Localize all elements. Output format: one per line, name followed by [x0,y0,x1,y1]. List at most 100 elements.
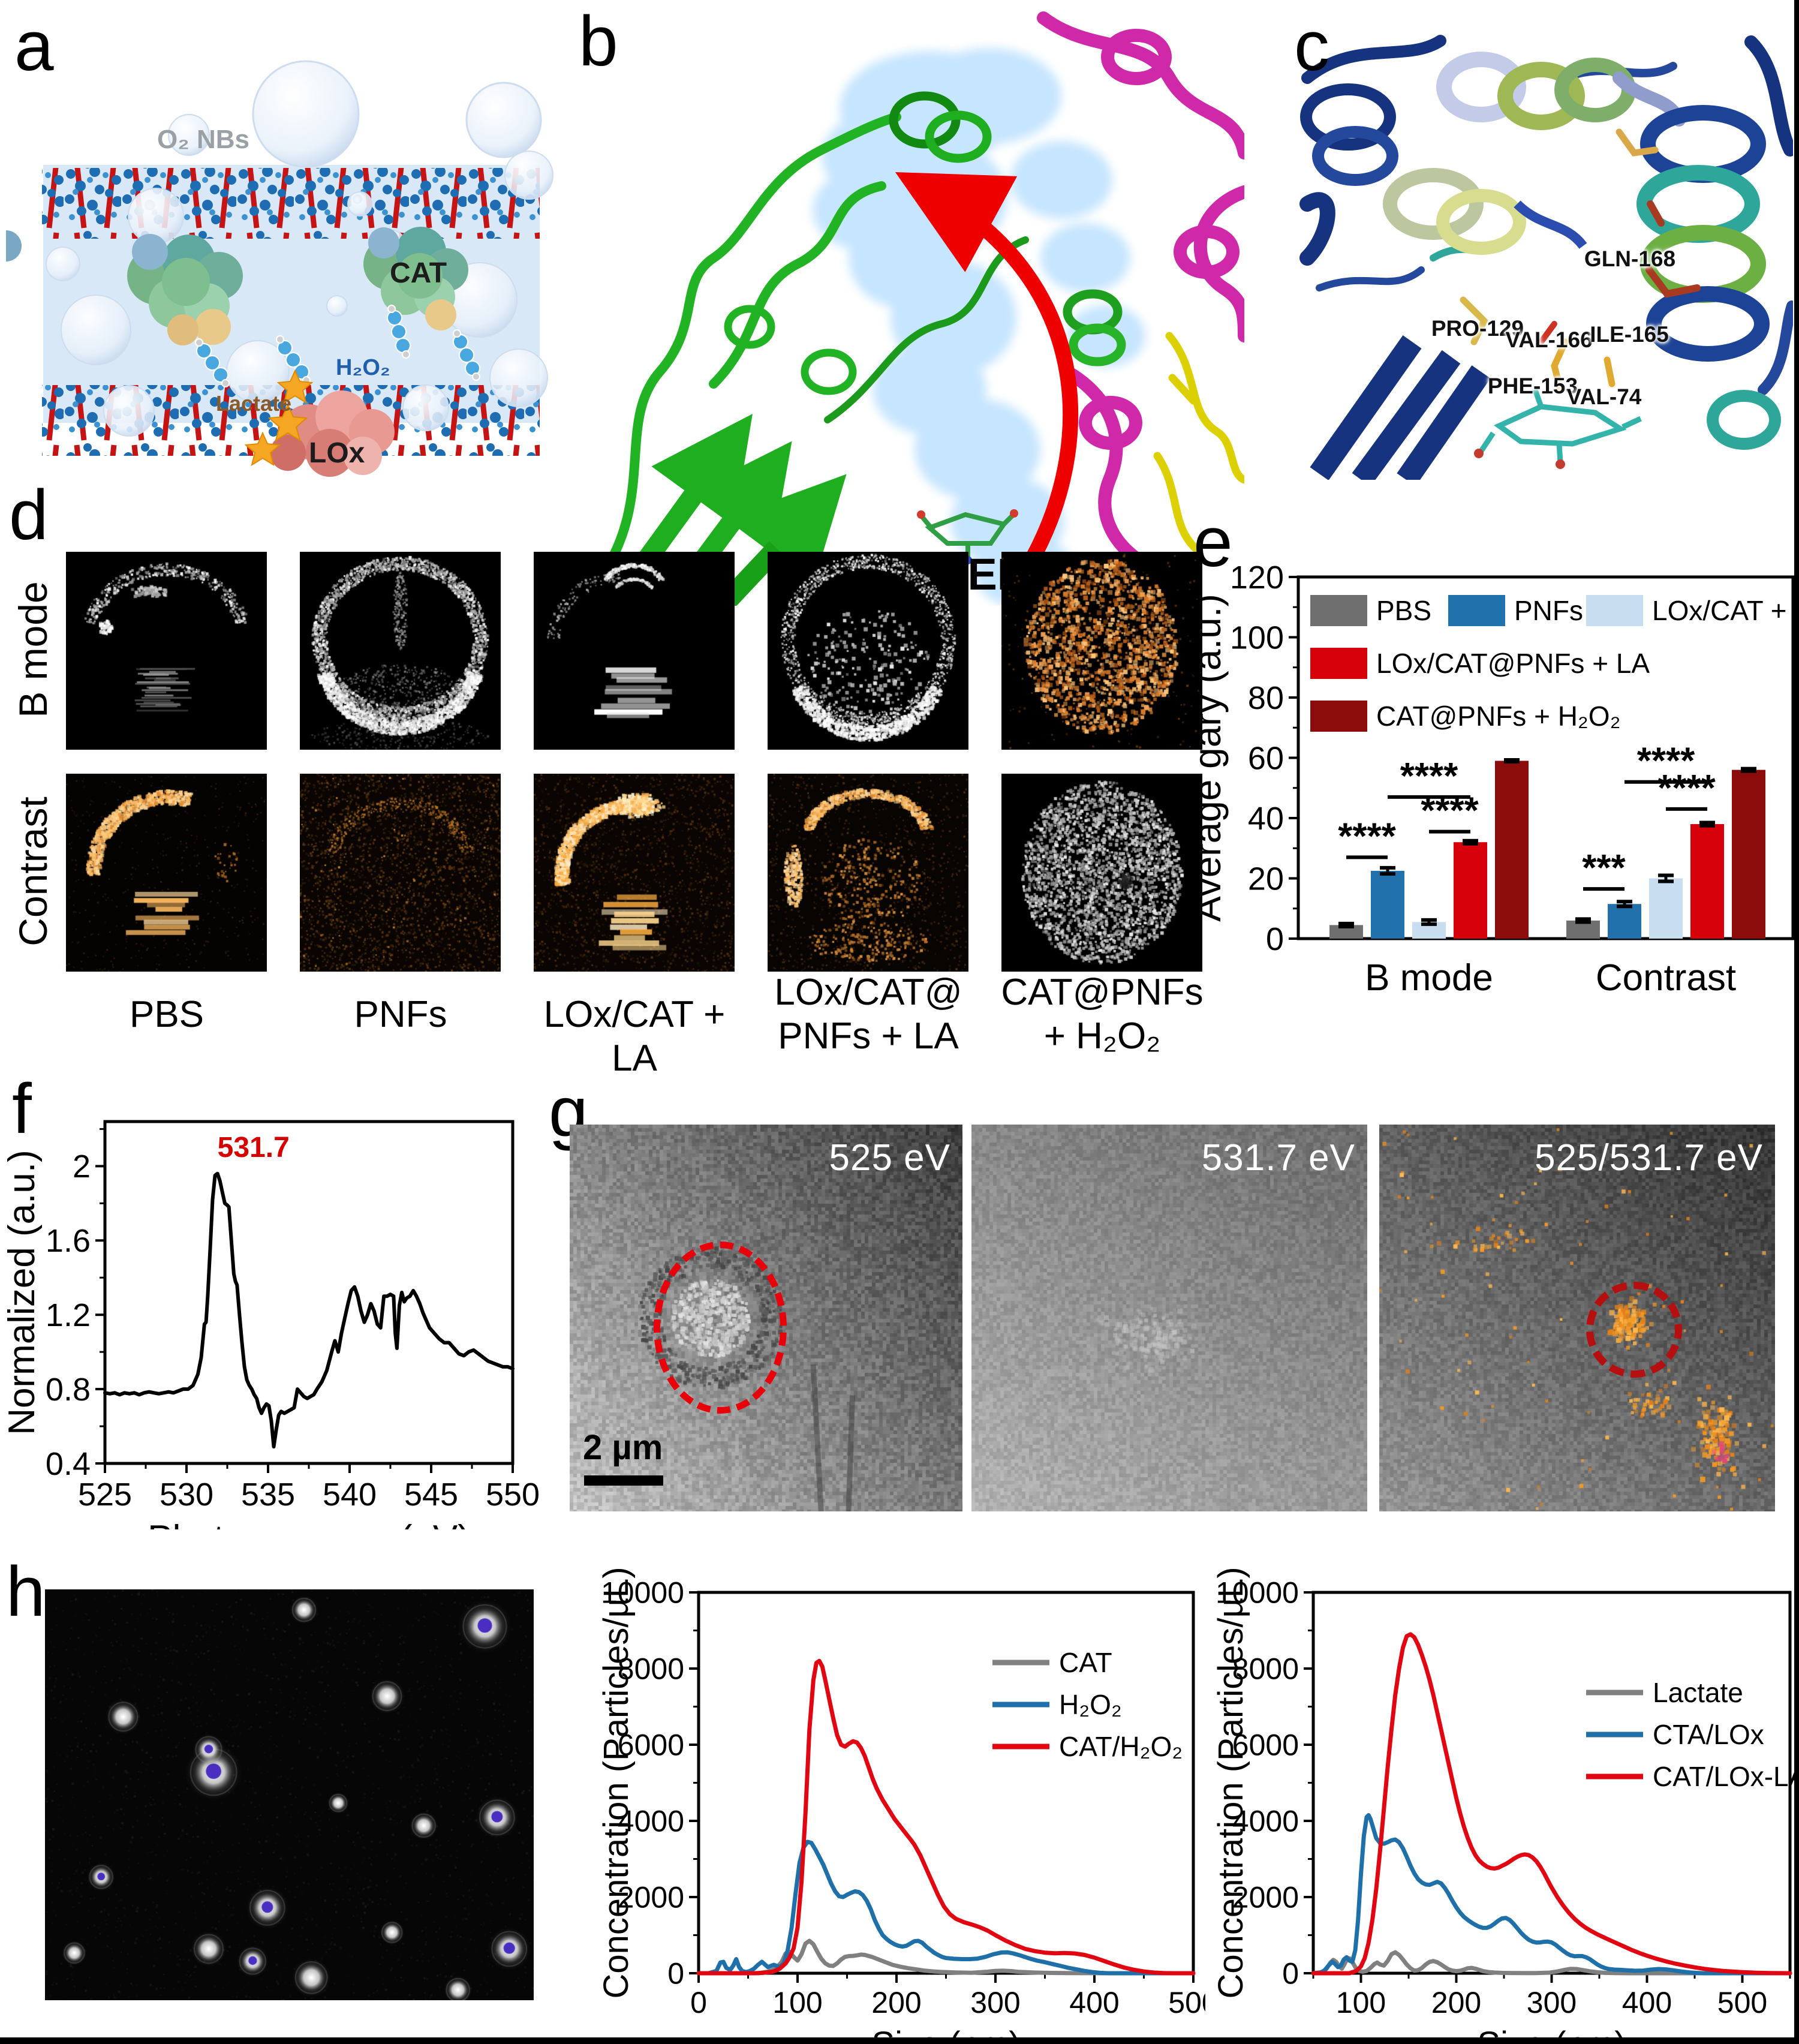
svg-text:1.2: 1.2 [46,1297,91,1333]
stxm-image-ratio: 525/531.7 eV [1379,1125,1775,1511]
green-ribbons [601,91,1126,575]
stxm-image-ratio-canvas [1379,1125,1775,1511]
svg-text:****: **** [1338,816,1396,857]
svg-text:LOx/CAT@PNFs + LA: LOx/CAT@PNFs + LA [1376,648,1650,679]
svg-text:PNFs: PNFs [1514,595,1583,626]
panel-c-label: c [1294,7,1329,86]
svg-text:6000: 6000 [1232,1729,1299,1762]
col-label-loxcat-la: LOx/CAT + LA [543,994,726,1080]
panel-h-label: h [6,1552,46,1631]
stxm-image-531ev-canvas [971,1125,1367,1511]
svg-text:300: 300 [970,1986,1020,2019]
ultrasound-bmode-pbs [66,552,267,750]
svg-text:2000: 2000 [1232,1881,1299,1914]
residue-label-gln168: GLN-168 [1584,247,1676,271]
stxm-label-ratio: 525/531.7 eV [1535,1137,1763,1179]
svg-text:LOx/CAT + LA: LOx/CAT + LA [1652,595,1799,626]
oxygen-signal-highlight-circle [1586,1282,1682,1378]
residue-label-phe153: PHE-153 [1487,374,1578,398]
svg-text:8000: 8000 [618,1652,684,1686]
blue-ribbons [1299,35,1793,395]
svg-text:****: **** [1637,741,1695,782]
residue-label-val74: VAL-74 [1566,384,1642,409]
yellow-ribbons [1153,332,1244,556]
nanobubble-highlight-circle [654,1242,787,1414]
svg-text:Photon energy (eV): Photon energy (eV) [148,1518,470,1529]
catalase-label: CAT [390,257,447,289]
top-helices [1436,52,1686,130]
svg-text:100: 100 [1230,620,1284,656]
ultrasound-contrast-loxcat-pnfs-la [768,774,968,972]
nta-size-distribution-chart-lox-la: 1002003004005000200040006000800010000Siz… [1211,1567,1799,2044]
svg-text:545: 545 [404,1477,458,1513]
nta-size-distribution-chart-cat-h2o2: 01002003004005000200040006000800010000Si… [597,1567,1205,2044]
panel-d-label: d [9,476,49,555]
svg-text:Concentration (Particles/µL): Concentration (Particles/µL) [1211,1567,1250,1998]
svg-text:CAT@PNFs + H₂O₂: CAT@PNFs + H₂O₂ [1376,701,1620,732]
ultrasound-bmode-loxcat-la [534,552,735,750]
svg-text:Contrast: Contrast [1596,957,1736,999]
svg-text:535: 535 [241,1477,295,1513]
svg-text:PBS: PBS [1376,595,1431,626]
ultrasound-contrast-loxcat-la [534,774,735,972]
ultrasound-bmode-catpnfs-h2o2 [1001,552,1202,750]
beta-bundle [1310,335,1491,480]
col-label-loxcat-pnfs-la: LOx/CAT@ PNFs + LA [774,972,962,1057]
svg-text:H₂O₂: H₂O₂ [1059,1689,1122,1720]
stxm-label-531ev: 531.7 eV [1201,1137,1355,1179]
svg-text:0.8: 0.8 [46,1372,91,1408]
svg-text:Concentration (Particles/µL): Concentration (Particles/µL) [597,1567,636,1998]
ultrasound-contrast-pnfs [300,774,501,972]
col-label-pnfs: PNFs [354,994,447,1035]
svg-text:40: 40 [1248,801,1284,837]
h2o2-molecules [195,305,480,387]
svg-text:20: 20 [1248,861,1284,897]
teal-helix-bottom-right [1707,390,1781,450]
nta-dark-field-image [45,1589,534,2000]
svg-text:1.6: 1.6 [46,1223,91,1259]
protein-structure-oxygen-channel-render [601,11,1244,606]
catalase-protein-right [363,227,468,330]
nanobubble-schematic-illustration [6,60,553,477]
row-label-contrast: Contrast [11,796,55,946]
mid-left-helix [1383,168,1587,255]
svg-text:0: 0 [690,1986,707,2019]
svg-text:0: 0 [667,1957,684,1991]
svg-text:8000: 8000 [1232,1652,1299,1686]
heme-teal-sticks [1474,389,1642,469]
svg-text:0: 0 [1266,921,1284,957]
panel-a-label: a [14,7,54,86]
svg-text:200: 200 [871,1986,921,2019]
residue-sticks [1460,128,1701,393]
row-label-b-mode: B mode [11,581,55,718]
svg-text:531.7: 531.7 [218,1132,290,1164]
catalase-protein-left [6,230,243,345]
svg-text:500: 500 [1168,1986,1205,2019]
svg-text:B mode: B mode [1365,957,1493,999]
scale-bar-label: 2 µm [583,1428,663,1467]
svg-text:2: 2 [73,1149,91,1185]
lox-label: LOx [309,437,365,469]
ultrasound-bmode-pnfs [300,552,501,750]
svg-text:***: *** [1582,847,1626,889]
svg-text:530: 530 [160,1477,213,1513]
oxygen-path-arrow [895,172,1079,580]
residue-label-val166: VAL-166 [1505,327,1593,352]
svg-text:500: 500 [1717,1986,1767,2019]
ultrasound-bmode-loxcat-pnfs-la [768,552,968,750]
o2-nanobubbles-label: O₂ NBs [157,125,250,154]
lipid-bilayer-top [42,168,540,239]
svg-text:550: 550 [486,1477,540,1513]
svg-text:CTA/LOx: CTA/LOx [1653,1719,1764,1750]
col-label-catpnfs-h2o2: CAT@PNFs + H₂O₂ [1001,972,1204,1057]
scale-bar [584,1475,663,1486]
svg-text:200: 200 [1431,1986,1481,2019]
svg-text:400: 400 [1069,1986,1119,2019]
figure-border-right [1794,0,1799,2044]
svg-text:60: 60 [1248,740,1284,776]
figure-border-bottom [0,2037,1799,2044]
svg-text:Normalized (a.u.): Normalized (a.u.) [1,1150,43,1435]
svg-text:10000: 10000 [601,1576,684,1610]
ultrasound-contrast-pbs [66,774,267,972]
